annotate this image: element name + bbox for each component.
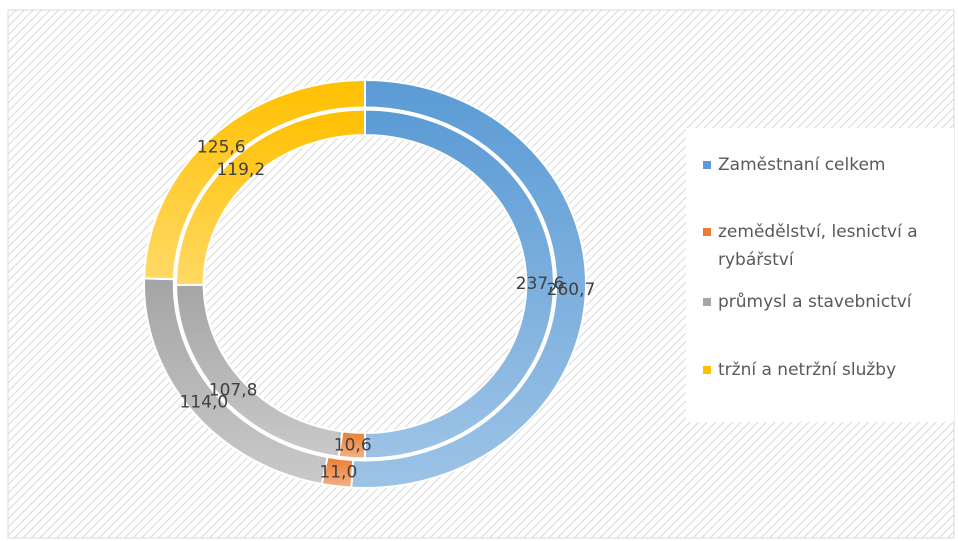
legend-marker: [703, 298, 711, 306]
segment: [143, 78, 366, 281]
legend-line: zemědělství, lesnictví a: [718, 222, 918, 242]
legend-marker: [703, 366, 711, 374]
legend-marker: [703, 228, 711, 236]
data-label: 10,6: [334, 435, 372, 455]
legend-label: zemědělství, lesnictví a rybářství: [718, 222, 918, 270]
data-label: 119,2: [216, 160, 265, 180]
legend-label: Zaměstnaní celkem: [718, 155, 886, 175]
segment: [175, 108, 366, 286]
data-label: 237,6: [516, 274, 565, 294]
data-label: 260,7: [547, 280, 596, 300]
legend-marker: [703, 161, 711, 169]
legend-box: [686, 128, 954, 422]
legend-line: rybářství: [718, 250, 795, 270]
data-label: 107,8: [209, 380, 258, 400]
legend-label: tržní a netržní služby: [718, 360, 896, 380]
legend-label: průmysl a stavebnictví: [718, 292, 913, 312]
data-label: 11,0: [319, 463, 357, 483]
data-label: 125,6: [197, 138, 246, 158]
data-label: 114,0: [180, 393, 229, 413]
